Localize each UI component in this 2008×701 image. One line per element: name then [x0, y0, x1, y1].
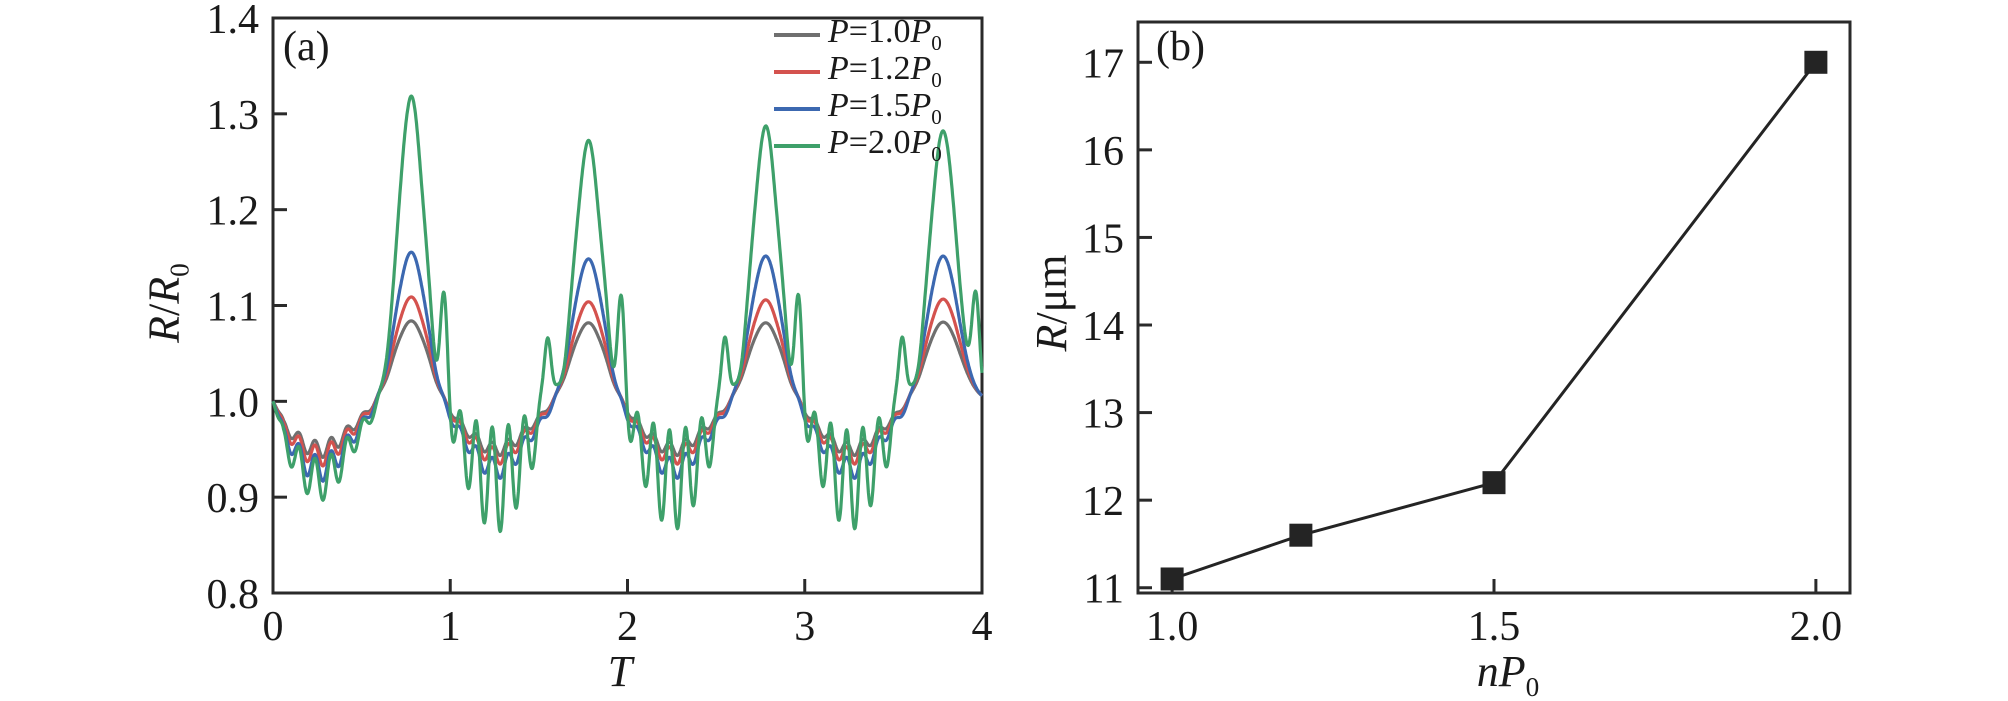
y-tick-label-a: 0.8 [207, 572, 260, 618]
series-line-b [1171, 61, 1818, 581]
y-axis-label-a-numerator: R [139, 315, 189, 343]
panel-b-label: (b) [1156, 24, 1205, 70]
x-tick-label-a: 1 [440, 604, 461, 650]
y-tick-label-b: 14 [1082, 304, 1124, 350]
y-tick-label-b: 15 [1082, 216, 1124, 262]
legend-label: P=2.0P0 [828, 124, 942, 166]
marker-point [1482, 471, 1506, 495]
y-axis-label-b-unit: /μm [1027, 254, 1076, 325]
y-tick-label-b: 16 [1082, 129, 1124, 175]
panel-b-y-axis-label: R/μm [1027, 254, 1076, 352]
legend-line-swatch [774, 106, 820, 111]
panel-b-x-axis-label: nP0 [1477, 650, 1540, 701]
x-axis-label-b-symbol: nP [1476, 647, 1526, 696]
legend-item: P=1.2P0 [774, 50, 942, 92]
legend-label: P=1.5P0 [828, 87, 942, 129]
legend-label: P=1.2P0 [828, 50, 942, 92]
y-axis-label-b-symbol: R [1027, 324, 1076, 352]
panel-a-y-axis-label: R/R0 [139, 263, 195, 343]
marker-point [1289, 523, 1313, 547]
x-tick-label-a: 3 [794, 604, 815, 650]
marker-point [1160, 567, 1184, 591]
legend-item: P=2.0P0 [774, 124, 942, 166]
y-tick-label-a: 1.4 [207, 0, 260, 43]
y-tick-label-a: 1.3 [207, 93, 260, 139]
x-tick-label-a: 0 [263, 604, 284, 650]
panel-a-label: (a) [283, 24, 330, 70]
legend-line-swatch [774, 143, 820, 148]
y-tick-label-b: 17 [1082, 41, 1124, 87]
y-tick-label-a: 1.1 [207, 285, 260, 331]
legend-line-swatch [774, 69, 820, 74]
y-tick-label-a: 0.9 [207, 476, 260, 522]
legend-label: P=1.0P0 [828, 13, 942, 55]
x-tick-label-b: 2.0 [1790, 604, 1843, 650]
y-tick-label-a: 1.0 [207, 380, 260, 426]
x-axis-label-a-symbol: T [607, 647, 633, 696]
x-tick-label-a: 2 [617, 604, 638, 650]
x-tick-label-a: 4 [972, 604, 993, 650]
y-tick-label-a: 1.2 [207, 189, 260, 235]
x-tick-label-b: 1.0 [1146, 604, 1199, 650]
panel-a-x-axis-label: T [608, 650, 632, 694]
legend: P=1.0P0 P=1.2P0 P=1.5P0 P=2.0P0 [774, 13, 942, 166]
y-tick-label-b: 11 [1084, 567, 1124, 613]
x-axis-label-b-subscript: 0 [1525, 671, 1540, 701]
curve-P=2.0P0 [271, 94, 984, 534]
y-axis-label-a-denominator: R [139, 276, 189, 304]
legend-line-swatch [774, 32, 820, 37]
y-axis-label-a-subscript: 0 [164, 263, 195, 277]
marker-point [1804, 50, 1828, 74]
x-tick-label-b: 1.5 [1468, 604, 1521, 650]
y-tick-label-b: 13 [1082, 392, 1124, 438]
y-tick-label-b: 12 [1082, 479, 1124, 525]
legend-item: P=1.0P0 [774, 13, 942, 55]
plot-frame-b [1136, 20, 1852, 595]
y-axis-label-a-slash: / [139, 303, 189, 316]
legend-item: P=1.5P0 [774, 87, 942, 129]
